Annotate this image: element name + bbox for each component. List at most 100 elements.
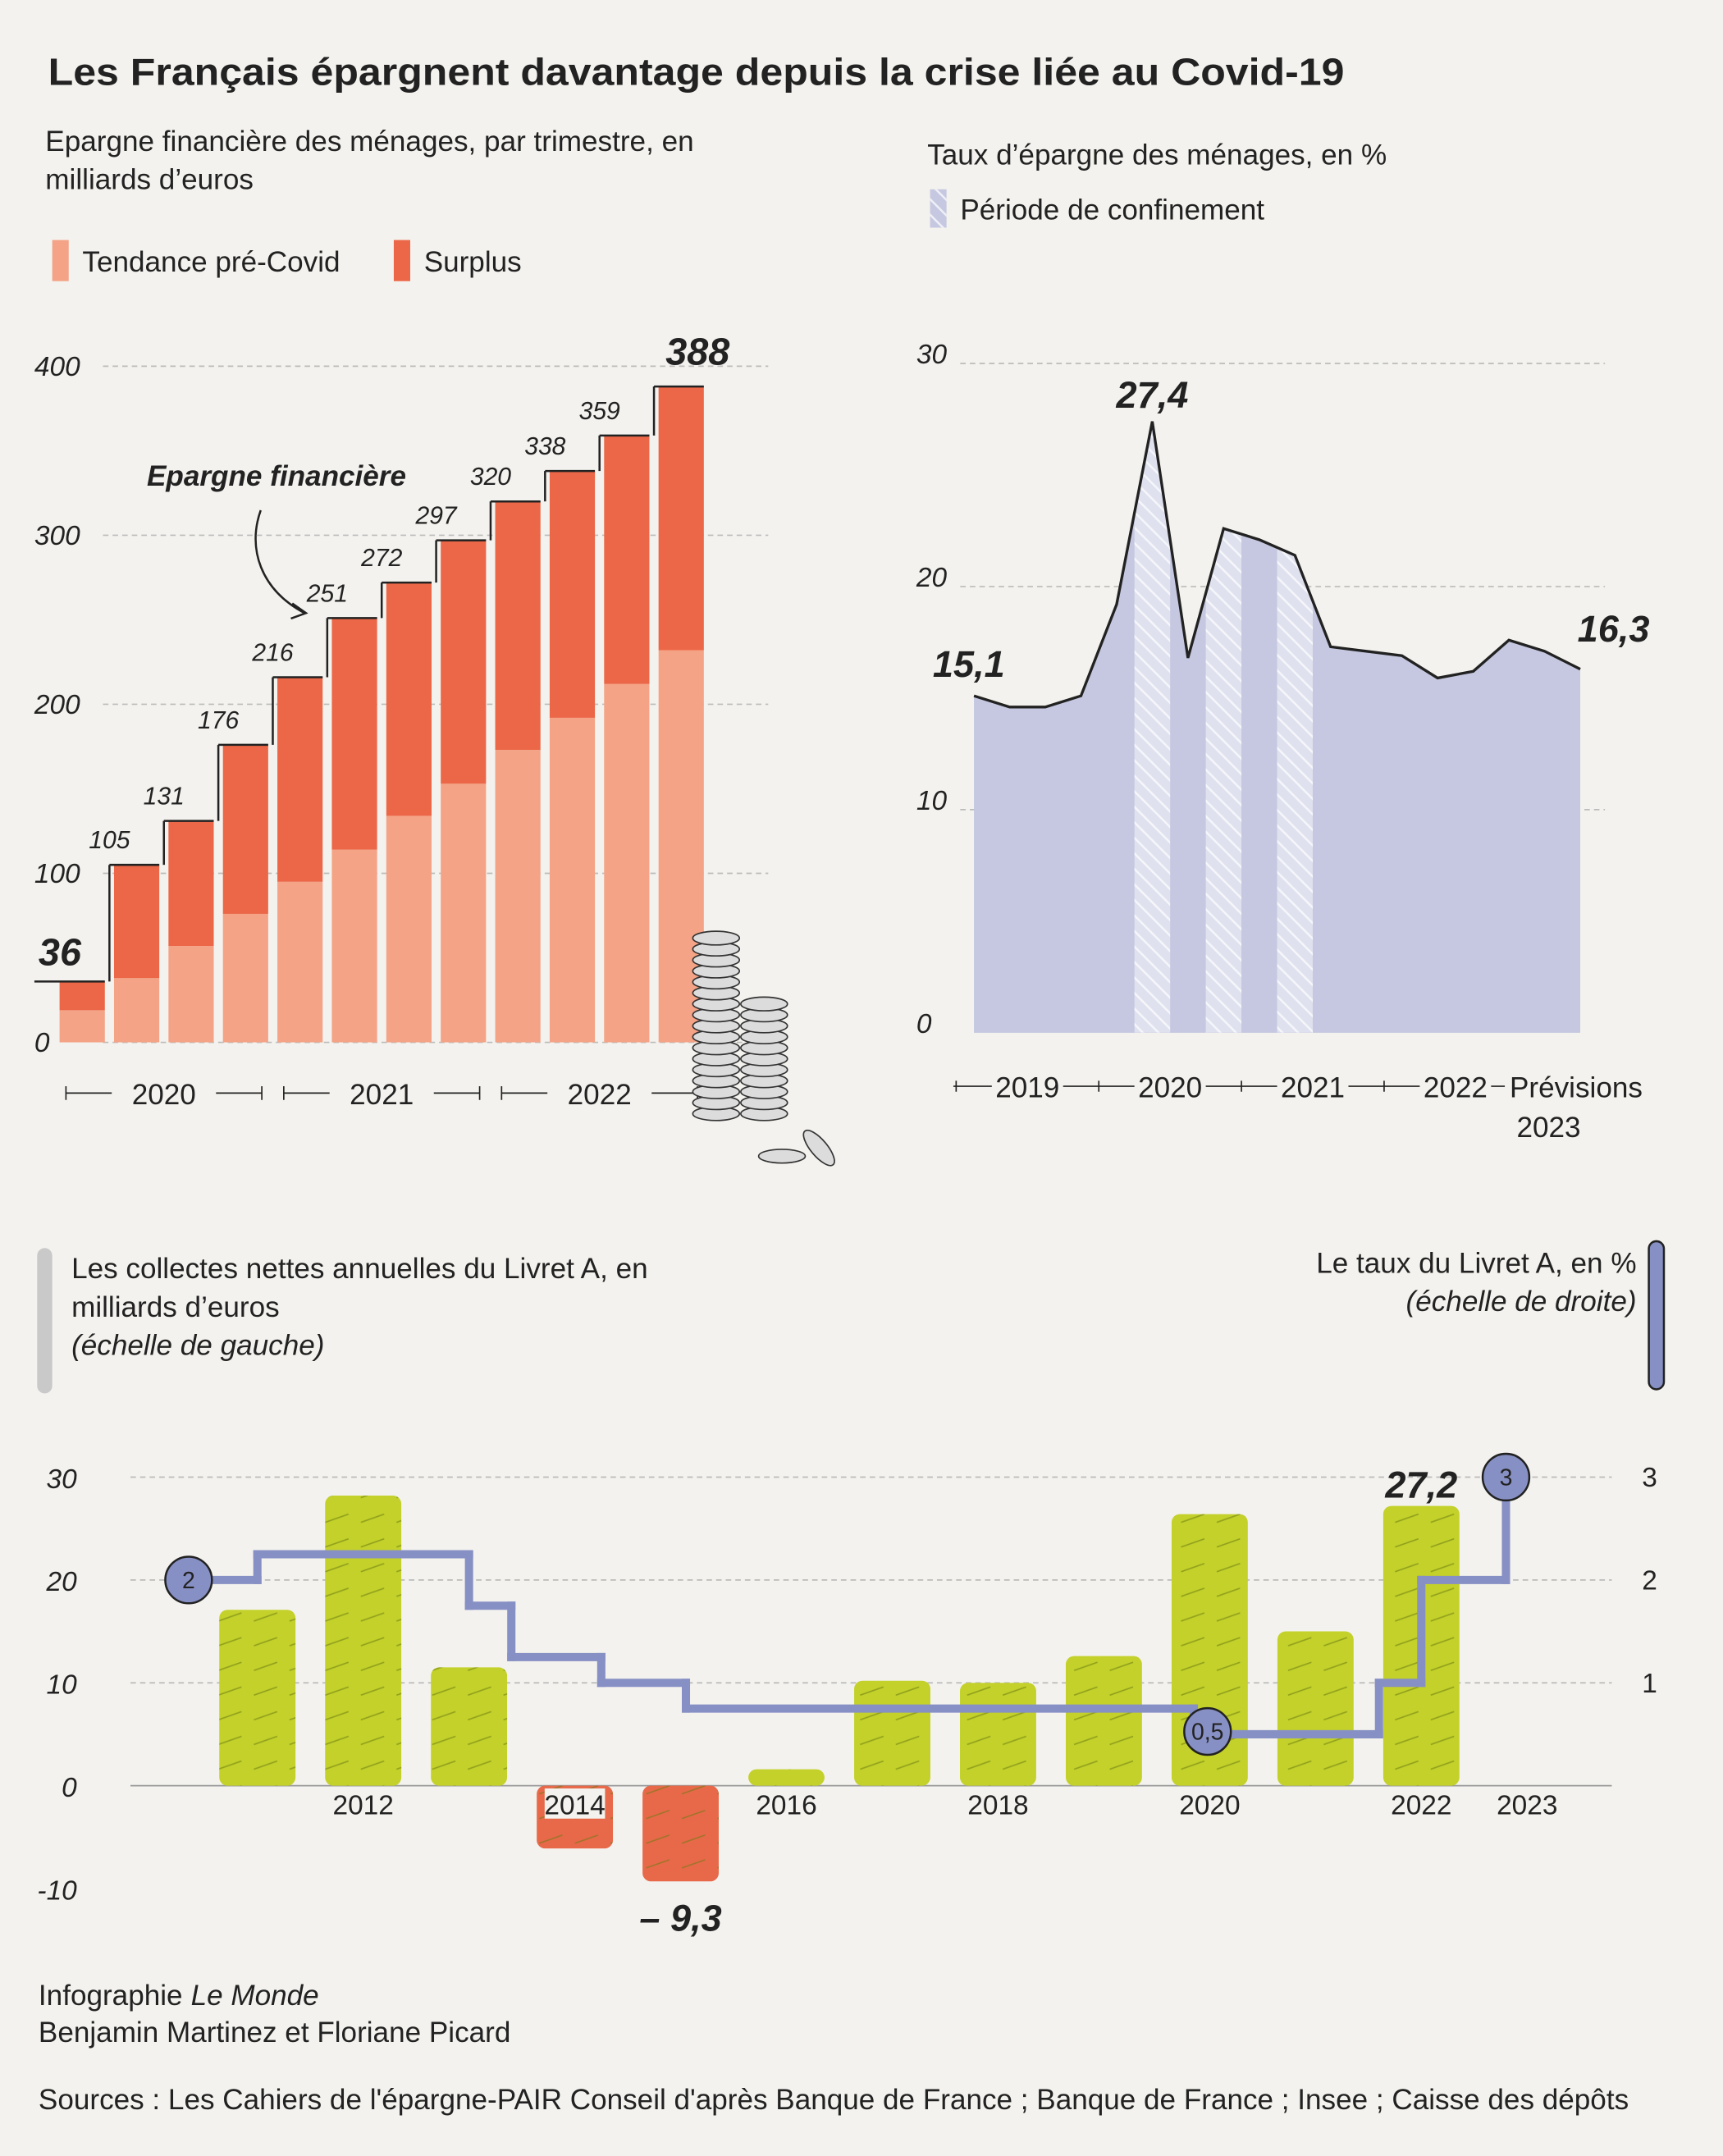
bar-texture [1065, 1656, 1142, 1786]
bar-texture [325, 1496, 402, 1786]
x-tick-gap [756, 1788, 817, 1819]
x-group-label: 2021 [1281, 1071, 1345, 1103]
value-label: 16,3 [1578, 608, 1650, 650]
bar-texture [1277, 1631, 1354, 1786]
bar-segment [658, 650, 704, 1043]
total-label: 216 [251, 639, 293, 666]
line [973, 421, 1581, 709]
y-tick-label: -10 [37, 1875, 77, 1906]
x-group-label: 2022 [568, 1079, 632, 1111]
x-tick-gap [1391, 1788, 1452, 1819]
coin [802, 1129, 835, 1167]
bar-segment [113, 865, 160, 979]
coin [757, 1149, 807, 1164]
bar-segment [386, 582, 432, 816]
total-label: 388 [665, 330, 729, 372]
bar-segment [113, 978, 160, 1043]
bar-segment [441, 783, 487, 1043]
x-group-gap [547, 1079, 652, 1108]
x-group-label: 2020 [1138, 1071, 1202, 1103]
legend-label: Tendance pré-Covid [82, 246, 340, 278]
title: Les Français épargnent davantage depuis … [48, 51, 1345, 94]
total-label: 359 [579, 398, 620, 425]
x-group-label: 2019 [995, 1071, 1059, 1103]
point-marker [164, 1555, 213, 1605]
bar-segment [331, 618, 377, 850]
bar-segment [168, 946, 214, 1043]
bar-segment [59, 1010, 105, 1043]
total-label: 105 [89, 827, 130, 854]
x-tick-gap [967, 1788, 1029, 1819]
bar-segment [495, 501, 541, 751]
y-tick-label: 0 [916, 1009, 932, 1039]
bar-texture [748, 1769, 825, 1786]
point-label: 2 [182, 1568, 195, 1594]
x-group-gap [1419, 1072, 1492, 1100]
x-tick-label: 2014 [544, 1791, 605, 1821]
y-tick-label: 100 [34, 859, 80, 889]
x-group-gap [1134, 1072, 1206, 1100]
x-group-gap [991, 1072, 1063, 1100]
legend3-right-box: Le taux du Livret A, en % (échelle de dro… [1316, 1248, 1636, 1318]
x-tick-label: 2012 [332, 1791, 393, 1821]
y-tick-label: 30 [47, 1464, 78, 1495]
bar-segment [549, 717, 596, 1043]
legend3-left: Les collectes nettes annuelles du Livret… [71, 1251, 716, 1366]
total-label: 131 [144, 783, 185, 811]
point-marker [1481, 1452, 1531, 1502]
total-label: 251 [306, 580, 348, 607]
bar-texture [431, 1667, 508, 1786]
value-label: 27,4 [1115, 374, 1188, 416]
credit-agency: Infographie [39, 1980, 183, 2012]
sources: Sources : Les Cahiers de l'épargne-PAIR … [39, 2084, 1629, 2116]
y-tick-label: 10 [916, 786, 948, 816]
bar-segment [658, 386, 704, 651]
bar-segment [386, 815, 432, 1043]
value-label: – 9,3 [639, 1897, 721, 1939]
credit-outlet: Le Monde [191, 1980, 319, 2012]
x-group-label: 2022 [1424, 1071, 1488, 1103]
total-label: 272 [360, 545, 402, 572]
lockdown-hatch [1134, 421, 1171, 1033]
x-group-label: 2021 [350, 1079, 414, 1111]
y-tick-label: 20 [46, 1567, 78, 1597]
point-marker [1183, 1706, 1232, 1756]
bar-segment [168, 820, 214, 947]
legend-swatch [52, 240, 69, 281]
y-tick-label: 400 [34, 352, 80, 382]
total-label: 176 [198, 707, 239, 734]
point-label: 3 [1500, 1465, 1513, 1491]
x-tick-gap [332, 1788, 394, 1819]
x-tick-gap [1179, 1788, 1241, 1819]
bar-segment [222, 744, 268, 914]
y-tick-label: 30 [916, 340, 948, 370]
legend-swatch-hatch [930, 189, 947, 228]
annotation-arrow [254, 509, 305, 614]
bar-segment [441, 540, 487, 784]
bar-segment [222, 913, 268, 1043]
y-tick-label: 200 [34, 690, 80, 720]
chart1-title-box: Epargne financière des ménages, par trim… [45, 126, 693, 196]
x-tick-label: 2016 [756, 1791, 816, 1821]
point-label: 0,5 [1191, 1720, 1224, 1746]
value-label: 15,1 [933, 643, 1005, 685]
bar-segment [331, 849, 377, 1043]
x-tick-label: 2020 [1179, 1791, 1240, 1821]
x-tick-label: 2018 [967, 1791, 1028, 1821]
forecast-label: Prévisions [1510, 1071, 1643, 1103]
credit-authors: Benjamin Martinez et Floriane Picard [39, 2017, 510, 2049]
bar-segment [549, 471, 596, 718]
x-tick-gap [544, 1788, 606, 1819]
x-group-gap [329, 1079, 434, 1108]
legend-label: Surplus [424, 246, 522, 278]
y-tick-label: 20 [916, 563, 948, 593]
total-label: 338 [524, 433, 565, 460]
x-group-gap [1505, 1069, 1643, 1103]
x-group-gap [1277, 1072, 1349, 1100]
coin [692, 930, 741, 946]
y-tick-label: 0 [62, 1773, 77, 1803]
legend-swatch [1648, 1240, 1666, 1391]
legend3-left-box: Les collectes nettes annuelles du Livret… [71, 1251, 716, 1366]
y-tick-label: 0 [34, 1028, 50, 1058]
